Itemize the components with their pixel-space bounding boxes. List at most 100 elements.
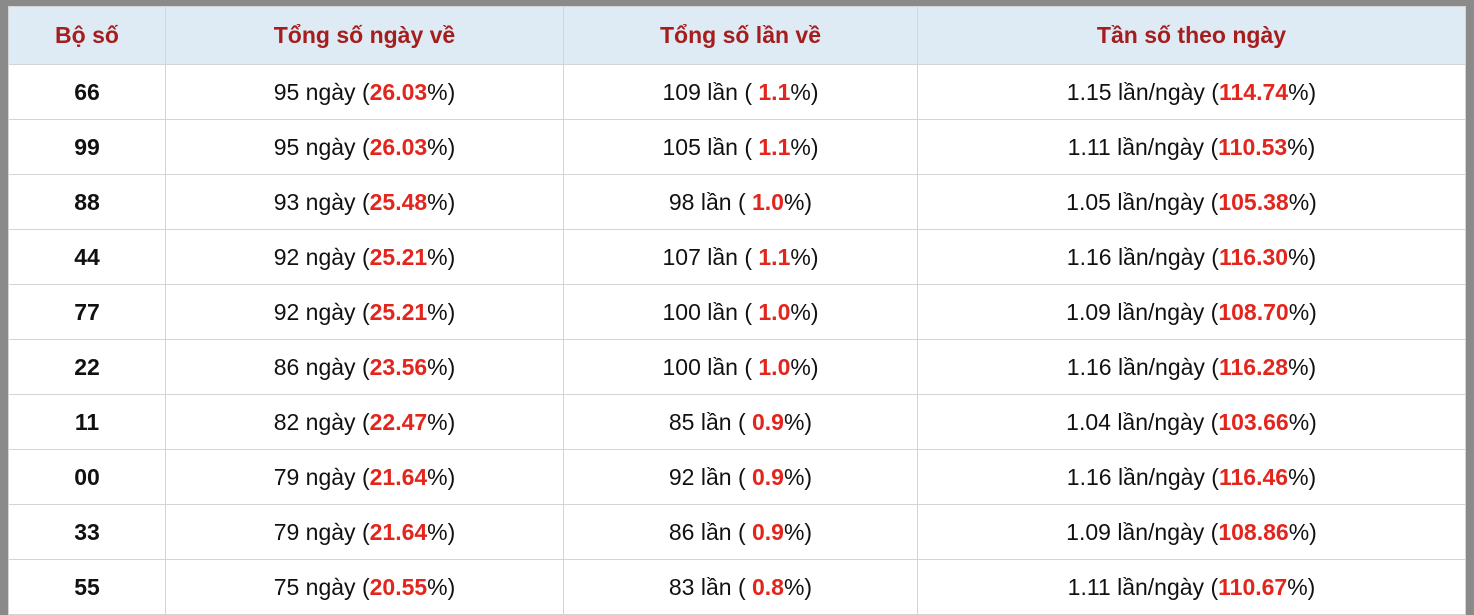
- percent-value: 21.64: [369, 518, 428, 545]
- cell-text: %): [1288, 243, 1317, 270]
- stat-cell: 93 ngày (25.48%): [165, 174, 564, 230]
- cell-text: 82 ngày (: [273, 408, 370, 435]
- cell-text: %): [790, 353, 819, 380]
- cell-text: %): [427, 573, 456, 600]
- table-body: 66 95 ngày (26.03%) 109 lần ( 1.1%) 1.15 lầ…: [8, 64, 1466, 615]
- stat-cell: 86 ngày (23.56%): [165, 339, 564, 395]
- cell-text: 1.05 lần/ngày (: [1066, 188, 1219, 215]
- cell-text: 1.09 lần/ngày (: [1066, 298, 1219, 325]
- header-cell: Tổng số ngày về: [165, 6, 564, 65]
- table-row: 99 95 ngày (26.03%) 105 lần ( 1.1%) 1.11 lầ…: [8, 119, 1466, 175]
- cell-text: %): [783, 573, 813, 600]
- cell-text: %): [783, 408, 813, 435]
- cell-text: 95 ngày (: [273, 78, 370, 105]
- cell-text: %): [790, 243, 819, 270]
- percent-value: 105.38: [1218, 188, 1289, 215]
- cell-text: %): [1288, 188, 1317, 215]
- header-cell: Tần số theo ngày: [917, 6, 1466, 65]
- percent-value: 26.03: [369, 78, 428, 105]
- cell-text: %): [427, 463, 456, 490]
- table-row: 00 79 ngày (21.64%) 92 lần ( 0.9%) 1.16 lần…: [8, 449, 1466, 505]
- cell-text: 75 ngày (: [273, 573, 370, 600]
- table-row: 22 86 ngày (23.56%) 100 lần ( 1.0%) 1.16 lầ…: [8, 339, 1466, 395]
- stat-cell: 1.11 lần/ngày (110.67%): [917, 559, 1466, 615]
- stats-table: Bộ số Tổng số ngày về Tổng số lần về Tần số…: [8, 6, 1466, 615]
- stat-cell: 1.16 lần/ngày (116.46%): [917, 449, 1466, 505]
- cell-text: 100 lần (: [662, 353, 759, 380]
- percent-value: 1.1: [758, 133, 791, 160]
- cell-text: 109 lần (: [662, 78, 759, 105]
- stat-cell: 105 lần ( 1.1%): [563, 119, 918, 175]
- percent-value: 110.53: [1218, 133, 1288, 160]
- cell-text: 1.15 lần/ngày (: [1066, 78, 1219, 105]
- cell-text: %): [427, 188, 456, 215]
- percent-value: 1.1: [758, 78, 791, 105]
- stat-cell: 83 lần ( 0.8%): [563, 559, 918, 615]
- cell-text: 86 lần (: [668, 518, 752, 545]
- cell-text: 1.11 lần/ngày (: [1067, 573, 1219, 600]
- cell-text: %): [427, 298, 456, 325]
- cell-text: %): [790, 133, 819, 160]
- stat-cell: 100 lần ( 1.0%): [563, 339, 918, 395]
- table-row: 66 95 ngày (26.03%) 109 lần ( 1.1%) 1.15 lầ…: [8, 64, 1466, 120]
- stat-cell: 92 ngày (25.21%): [165, 284, 564, 340]
- cell-text: 79 ngày (: [273, 463, 370, 490]
- cell-text: %): [1288, 298, 1317, 325]
- percent-value: 22.47: [369, 408, 428, 435]
- stat-cell: 100 lần ( 1.0%): [563, 284, 918, 340]
- cell-text: 1.16 lần/ngày (: [1066, 243, 1219, 270]
- stat-cell: 82 ngày (22.47%): [165, 394, 564, 450]
- cell-text: 83 lần (: [668, 573, 752, 600]
- stat-cell: 1.15 lần/ngày (114.74%): [917, 64, 1466, 120]
- key-cell: 33: [8, 504, 166, 560]
- percent-value: 0.9: [752, 518, 784, 545]
- percent-value: 0.9: [752, 408, 784, 435]
- percent-value: 108.70: [1218, 298, 1289, 325]
- cell-text: %): [790, 298, 819, 325]
- percent-value: 1.0: [758, 298, 791, 325]
- stat-cell: 92 ngày (25.21%): [165, 229, 564, 285]
- cell-text: %): [427, 408, 456, 435]
- stat-cell: 107 lần ( 1.1%): [563, 229, 918, 285]
- percent-value: 25.48: [369, 188, 428, 215]
- cell-text: %): [1288, 518, 1317, 545]
- percent-value: 114.74: [1218, 78, 1289, 105]
- cell-text: %): [783, 188, 813, 215]
- table-row: 88 93 ngày (25.48%) 98 lần ( 1.0%) 1.05 lần…: [8, 174, 1466, 230]
- key-cell: 22: [8, 339, 166, 395]
- stat-cell: 1.05 lần/ngày (105.38%): [917, 174, 1466, 230]
- header-cell: Bộ số: [8, 6, 166, 65]
- percent-value: 110.67: [1218, 573, 1288, 600]
- key-cell: 77: [8, 284, 166, 340]
- stat-cell: 98 lần ( 1.0%): [563, 174, 918, 230]
- percent-value: 1.1: [758, 243, 791, 270]
- cell-text: 79 ngày (: [273, 518, 370, 545]
- stat-cell: 95 ngày (26.03%): [165, 119, 564, 175]
- cell-text: 105 lần (: [662, 133, 759, 160]
- stat-cell: 85 lần ( 0.9%): [563, 394, 918, 450]
- percent-value: 116.30: [1218, 243, 1289, 270]
- cell-text: %): [427, 78, 456, 105]
- percent-value: 21.64: [369, 463, 428, 490]
- cell-text: %): [1287, 133, 1316, 160]
- percent-value: 25.21: [369, 298, 428, 325]
- key-cell: 55: [8, 559, 166, 615]
- cell-text: 95 ngày (: [273, 133, 370, 160]
- stat-cell: 75 ngày (20.55%): [165, 559, 564, 615]
- cell-text: 107 lần (: [662, 243, 759, 270]
- table-row: 44 92 ngày (25.21%) 107 lần ( 1.1%) 1.16 lầ…: [8, 229, 1466, 285]
- percent-value: 0.9: [752, 463, 784, 490]
- cell-text: %): [427, 133, 456, 160]
- cell-text: 1.16 lần/ngày (: [1066, 463, 1219, 490]
- cell-text: 1.16 lần/ngày (: [1066, 353, 1219, 380]
- table-row: 11 82 ngày (22.47%) 85 lần ( 0.9%) 1.04 lần…: [8, 394, 1466, 450]
- cell-text: %): [1288, 78, 1317, 105]
- percent-value: 23.56: [369, 353, 428, 380]
- stat-cell: 1.11 lần/ngày (110.53%): [917, 119, 1466, 175]
- cell-text: 1.09 lần/ngày (: [1066, 518, 1219, 545]
- table-row: 55 75 ngày (20.55%) 83 lần ( 0.8%) 1.11 lần…: [8, 559, 1466, 615]
- stat-cell: 1.16 lần/ngày (116.30%): [917, 229, 1466, 285]
- cell-text: 1.11 lần/ngày (: [1067, 133, 1219, 160]
